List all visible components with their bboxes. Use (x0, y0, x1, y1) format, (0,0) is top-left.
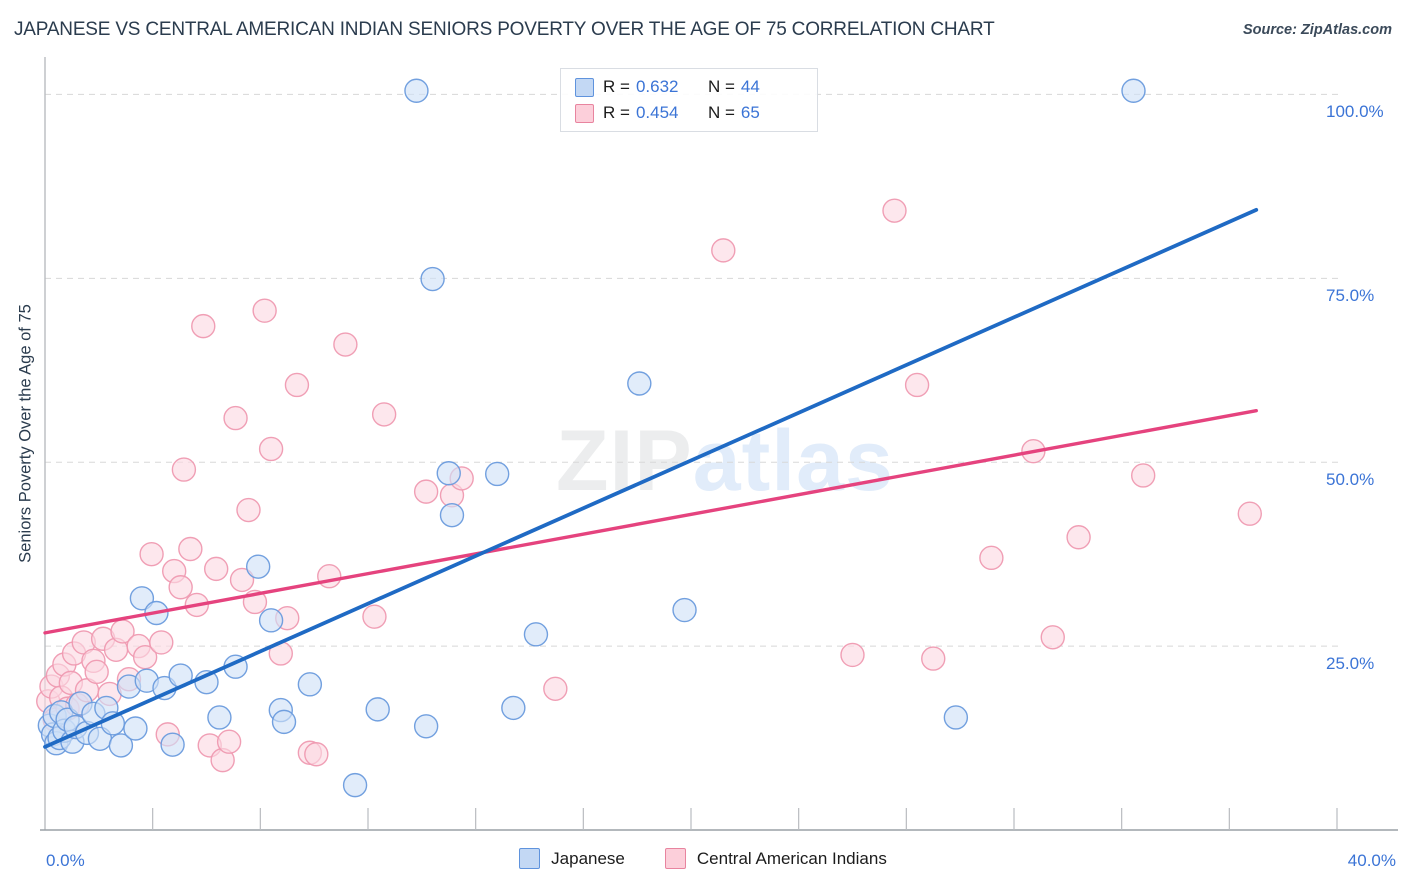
series-legend-item-central-american-indians[interactable]: Central American Indians (664, 848, 887, 869)
series-label-central-american-indians: Central American Indians (696, 848, 887, 868)
legend-swatch-japanese-icon (575, 77, 594, 97)
r-label-japanese: R = (603, 77, 630, 96)
legend-swatch-central-american-indians-icon (575, 103, 594, 123)
series-legend-item-japanese[interactable]: Japanese (519, 848, 625, 869)
y-tick-label-75-0: 75.0% (1326, 286, 1375, 306)
r-label-cai: R = (603, 103, 630, 122)
y-tick-label-100-0: 100.0% (1326, 102, 1384, 122)
trendline-japanese (43, 208, 1259, 749)
series-swatch-central-american-indians-icon (664, 848, 686, 869)
y-tick-label-50-0: 50.0% (1326, 470, 1375, 490)
page-title: JAPANESE VS CENTRAL AMERICAN INDIAN SENI… (14, 19, 995, 40)
n-value-cai: 65 (740, 103, 760, 122)
trendline-cai (43, 409, 1258, 635)
r-value-japanese: 0.632 (635, 77, 679, 96)
series-label-japanese: Japanese (551, 848, 625, 868)
correlation-row-central-american-indians: R = 0.454 N = 65 (575, 100, 807, 126)
n-label-cai: N = (707, 103, 735, 122)
n-label-japanese: N = (707, 77, 735, 96)
x-tick-label-max: 40.0% (1347, 851, 1396, 870)
correlation-legend: R = 0.632 N = 44 R = 0.454 N = 65 (560, 68, 818, 132)
x-tick-label-min: 0.0% (46, 851, 85, 870)
source-attribution: Source: ZipAtlas.com (1242, 22, 1392, 38)
n-value-japanese: 44 (740, 77, 760, 96)
series-legend: Japanese Central American Indians (0, 848, 1406, 869)
scatter-series-central-american-indians (36, 198, 1262, 773)
correlation-row-japanese: R = 0.632 N = 44 (575, 74, 807, 100)
r-value-cai: 0.454 (635, 103, 679, 122)
scatter-series-japanese (37, 78, 1146, 798)
y-tick-label-25-0: 25.0% (1326, 654, 1375, 674)
series-swatch-japanese-icon (519, 848, 541, 869)
